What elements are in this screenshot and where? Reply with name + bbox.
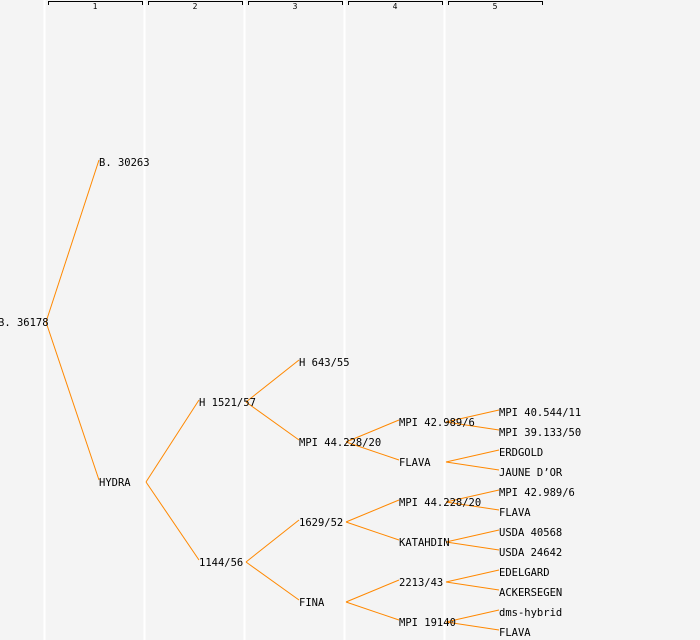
pedigree-node[interactable]: H 1521/57 <box>199 397 256 409</box>
pedigree-link <box>445 529 500 543</box>
pedigree-node[interactable]: ACKERSEGEN <box>499 587 562 599</box>
pedigree-link <box>345 441 400 461</box>
pedigree-node[interactable]: MPI 42.989/6 <box>499 487 575 499</box>
pedigree-link <box>345 579 400 603</box>
column-bracket <box>348 1 443 5</box>
pedigree-link <box>445 581 500 591</box>
column-header: 2 <box>193 2 198 11</box>
pedigree-node[interactable]: MPI 42.989/6 <box>399 417 475 429</box>
pedigree-node[interactable]: EDELGARD <box>499 567 550 579</box>
tree-links <box>45 159 500 631</box>
pedigree-link <box>445 461 500 471</box>
column-header: 3 <box>293 2 298 11</box>
pedigree-link <box>245 359 300 403</box>
pedigree-node[interactable]: HYDRA <box>99 477 131 489</box>
pedigree-node[interactable]: JAUNE D’OR <box>499 467 563 479</box>
pedigree-link <box>45 159 100 323</box>
pedigree-node[interactable]: MPI 44.228/20 <box>299 437 381 449</box>
column-bracket <box>448 1 543 5</box>
pedigree-node[interactable]: FLAVA <box>499 507 531 519</box>
pedigree-node[interactable]: 1629/52 <box>299 517 343 529</box>
pedigree-link <box>445 421 500 431</box>
pedigree-link <box>245 519 300 563</box>
column-header: 5 <box>493 2 498 11</box>
column-bracket <box>48 1 143 5</box>
pedigree-node[interactable]: MPI 44.228/20 <box>399 497 481 509</box>
pedigree-node[interactable]: FLAVA <box>499 627 531 639</box>
pedigree-node[interactable]: FINA <box>299 597 325 609</box>
pedigree-node[interactable]: MPI 19140 <box>399 617 456 629</box>
pedigree-node[interactable]: 1144/56 <box>199 557 243 569</box>
pedigree-link <box>445 621 500 631</box>
pedigree-node[interactable]: FLAVA <box>399 457 431 469</box>
column-header: 4 <box>393 2 398 11</box>
pedigree-node[interactable]: KATAHDIN <box>399 537 450 549</box>
pedigree-link <box>45 321 100 481</box>
column-bracket <box>148 1 243 5</box>
pedigree-link <box>445 409 500 423</box>
pedigree-link <box>445 569 500 583</box>
pedigree-node[interactable]: 2213/43 <box>399 577 443 589</box>
pedigree-node[interactable]: dms-hybrid <box>499 607 562 619</box>
pedigree-link <box>445 489 500 503</box>
pedigree-node[interactable]: H 643/55 <box>299 357 350 369</box>
pedigree-link <box>345 601 400 621</box>
pedigree-link <box>245 561 300 601</box>
pedigree-link <box>445 541 500 551</box>
pedigree-node[interactable]: USDA 24642 <box>499 547 562 559</box>
pedigree-node[interactable]: ERDGOLD <box>499 447 543 459</box>
generation-columns: 1 2 3 4 5 <box>43 0 543 640</box>
pedigree-link <box>345 499 400 523</box>
pedigree-link <box>445 501 500 511</box>
pedigree-link <box>145 399 200 483</box>
pedigree-link <box>345 521 400 541</box>
pedigree-link <box>445 609 500 623</box>
column-header: 1 <box>93 2 98 11</box>
column-bracket <box>248 1 343 5</box>
tree-nodes: B. 36178 B. 30263 HYDRA H 1521/57 H 643/55 MP… <box>0 157 581 639</box>
pedigree-link <box>145 481 200 561</box>
pedigree-link <box>245 401 300 441</box>
pedigree-node[interactable]: USDA 40568 <box>499 527 562 539</box>
pedigree-node[interactable]: MPI 39.133/50 <box>499 427 581 439</box>
pedigree-link <box>345 419 400 443</box>
pedigree-node[interactable]: B. 36178 <box>0 317 49 329</box>
pedigree-link <box>445 449 500 463</box>
pedigree-node[interactable]: MPI 40.544/11 <box>499 407 581 419</box>
pedigree-node[interactable]: B. 30263 <box>99 157 150 169</box>
